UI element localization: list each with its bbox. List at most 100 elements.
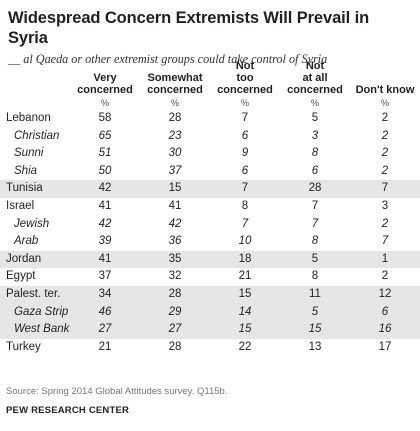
- value-cell: 8: [241, 199, 249, 212]
- value-cell: 7: [381, 235, 389, 248]
- value-cell: 5: [280, 250, 350, 269]
- row-label: Israel: [6, 199, 35, 212]
- value-cell: 29: [140, 303, 210, 322]
- value-cell: 34: [70, 285, 140, 304]
- value-cell: 8: [311, 235, 319, 248]
- column-header: Very concerned: [77, 72, 133, 96]
- value-cell: 2: [381, 217, 389, 230]
- value-cell: 6: [311, 164, 319, 177]
- value-cell: 51: [98, 147, 112, 160]
- value-cell: 39: [98, 235, 112, 248]
- unit-row-blank: [0, 96, 70, 110]
- value-cell: 50: [98, 164, 112, 177]
- value-cell: 35: [140, 250, 210, 269]
- value-cell: 46: [70, 303, 140, 322]
- value-cell: 21: [238, 270, 252, 283]
- table-row: Gaza Strip 46 29 14 5 6: [0, 303, 420, 322]
- value-cell: 12: [350, 285, 420, 304]
- value-cell: 8: [311, 270, 319, 283]
- value-cell: 42: [70, 180, 140, 198]
- value-cell: 41: [70, 250, 140, 269]
- value-cell: 15: [210, 285, 280, 304]
- unit-cell: %: [240, 98, 249, 108]
- row-label: Arab: [14, 235, 39, 248]
- value-cell: 2: [381, 147, 389, 160]
- row-label: Tunisia: [0, 180, 70, 198]
- value-cell: 10: [238, 235, 252, 248]
- table-row: Palest. ter. 34 28 15 11 12: [0, 285, 420, 304]
- table-row: Tunisia 42 15 7 28 7: [0, 180, 420, 198]
- value-cell: 5: [311, 112, 319, 124]
- value-cell: 41: [98, 199, 112, 212]
- table-row: Sunni 51 30 9 8 2: [0, 145, 420, 163]
- value-cell: 9: [241, 147, 249, 160]
- row-label: Egypt: [6, 270, 36, 283]
- table-row: Lebanon 58 28 7 5 2: [0, 110, 420, 128]
- row-label: Gaza Strip: [0, 303, 70, 322]
- row-label: Shia: [14, 164, 38, 177]
- table-row: Arab 39 36 10 8 7: [0, 233, 420, 251]
- brand-credit: PEW RESEARCH CENTER: [6, 405, 130, 416]
- value-cell: 37: [168, 164, 182, 177]
- unit-cell: %: [380, 98, 389, 108]
- column-header: Somewhat concerned: [147, 72, 203, 96]
- value-cell: 42: [168, 217, 182, 230]
- value-cell: 7: [311, 217, 319, 230]
- value-cell: 28: [168, 112, 182, 124]
- row-label: Turkey: [6, 340, 41, 353]
- table-row: Shia 50 37 6 6 2: [0, 163, 420, 181]
- value-cell: 11: [280, 285, 350, 304]
- column-header: Not too concerned: [217, 60, 273, 96]
- row-label: Christian: [14, 129, 60, 142]
- value-cell: 16: [350, 321, 420, 339]
- value-cell: 7: [241, 217, 249, 230]
- chart-subtitle: __ al Qaeda or other extremist groups co…: [8, 52, 328, 66]
- value-cell: 27: [140, 321, 210, 339]
- chart-title: Widespread Concern Extremists Will Preva…: [8, 9, 370, 47]
- value-cell: 32: [168, 270, 182, 283]
- value-cell: 23: [168, 129, 182, 142]
- value-cell: 2: [381, 270, 389, 283]
- value-cell: 3: [381, 199, 389, 212]
- header-row: Very concerned Somewhat concerned Not too c…: [0, 60, 420, 96]
- value-cell: 7: [350, 180, 420, 198]
- value-cell: 18: [210, 250, 280, 269]
- unit-row: %%%%%: [0, 96, 420, 110]
- value-cell: 7: [210, 180, 280, 198]
- table-row: Turkey 21 28 22 13 17: [0, 339, 420, 357]
- unit-cell: %: [170, 98, 179, 108]
- value-cell: 15: [210, 321, 280, 339]
- column-header: Not at all concerned: [287, 60, 343, 96]
- value-cell: 7: [241, 112, 249, 124]
- value-cell: 7: [311, 199, 319, 212]
- value-cell: 15: [280, 321, 350, 339]
- row-label: West Bank: [0, 321, 70, 339]
- row-label: Sunni: [14, 147, 44, 160]
- row-label: Lebanon: [6, 112, 51, 124]
- data-table: Very concerned Somewhat concerned Not too c…: [0, 60, 420, 356]
- table-body: %%%%% Lebanon 58 28 7 5 2 Christian 65 23 6 3 2 Sunni…: [0, 96, 420, 356]
- table-row: Christian 65 23 6 3 2: [0, 128, 420, 146]
- unit-cell: %: [100, 98, 109, 108]
- value-cell: 6: [241, 164, 249, 177]
- value-cell: 2: [381, 129, 389, 142]
- value-cell: 8: [311, 147, 319, 160]
- row-label: Jordan: [0, 250, 70, 269]
- value-cell: 1: [350, 250, 420, 269]
- value-cell: 22: [238, 340, 252, 353]
- value-cell: 3: [311, 129, 319, 142]
- row-label: Palest. ter.: [0, 285, 70, 304]
- table-row: West Bank 27 27 15 15 16: [0, 321, 420, 339]
- value-cell: 28: [140, 285, 210, 304]
- row-label: Jewish: [14, 217, 50, 230]
- value-cell: 5: [280, 303, 350, 322]
- header-blank: [0, 60, 70, 96]
- value-cell: 21: [98, 340, 112, 353]
- value-cell: 42: [98, 217, 112, 230]
- column-header: Don't know: [355, 84, 415, 96]
- table-row: Israel 41 41 8 7 3: [0, 198, 420, 216]
- unit-cell: %: [310, 98, 319, 108]
- source-note: Source: Spring 2014 Global Attitudes sur…: [6, 386, 228, 397]
- value-cell: 2: [381, 112, 389, 124]
